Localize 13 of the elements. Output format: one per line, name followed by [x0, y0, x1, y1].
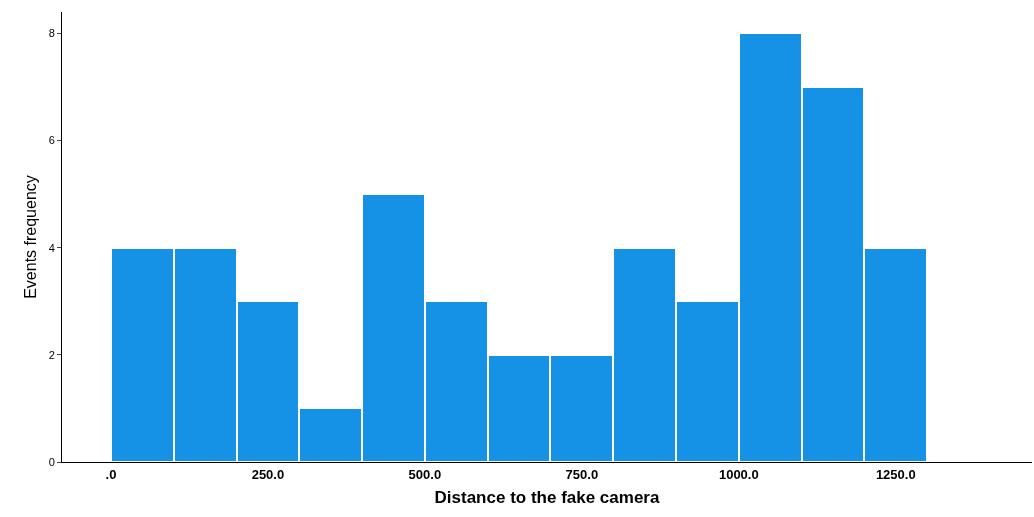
y-tick-label: 0 — [48, 455, 55, 468]
y-tick-label: 4 — [48, 241, 55, 254]
x-tick-label: 250.0 — [251, 466, 285, 482]
x-tick-label: 1250.0 — [875, 466, 916, 482]
x-tick-label: 500.0 — [408, 466, 442, 482]
x-tick-label: 750.0 — [565, 466, 599, 482]
x-axis-title: Distance to the fake camera — [434, 488, 660, 507]
x-tick-label: .0 — [105, 466, 117, 482]
y-tick-label: 2 — [48, 348, 55, 361]
y-axis-title: Events frequency — [21, 175, 39, 299]
y-tick-label: 8 — [48, 27, 55, 40]
x-tick-label: 1000.0 — [718, 466, 759, 482]
y-tick-label: 6 — [48, 134, 55, 147]
